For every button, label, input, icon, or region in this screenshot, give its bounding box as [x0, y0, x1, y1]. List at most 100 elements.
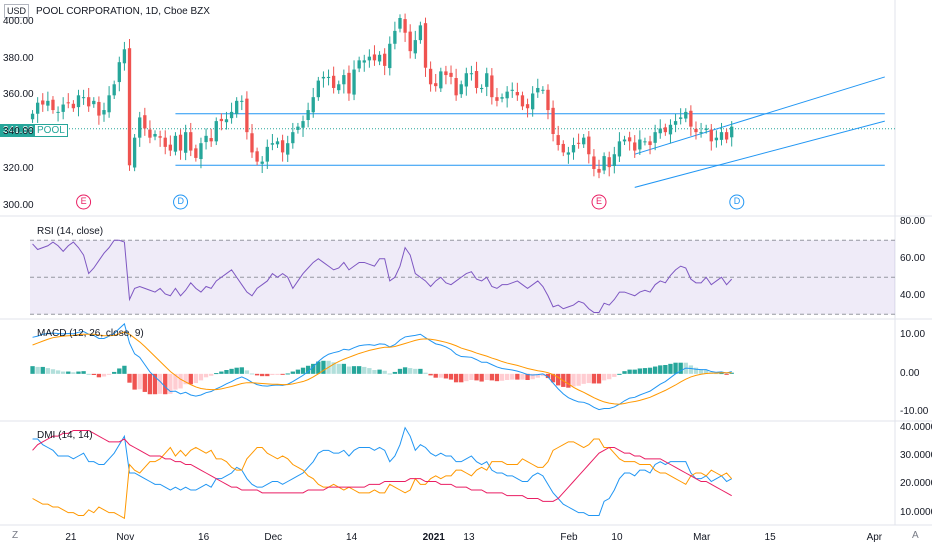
candle-body	[347, 72, 351, 94]
macd-histogram-bar	[208, 373, 214, 376]
candle-body	[576, 142, 581, 144]
macd-histogram-bar	[530, 373, 535, 380]
macd-histogram-bar	[637, 368, 643, 374]
macd-histogram-bar	[428, 373, 433, 376]
candle-body	[46, 100, 50, 106]
candle-body	[66, 102, 70, 104]
macd-histogram-bar	[178, 373, 183, 389]
macd-histogram-bar	[341, 363, 347, 374]
candle-body	[296, 126, 300, 130]
dmi-line	[32, 438, 733, 520]
candle-body	[76, 95, 81, 108]
macd-histogram-bar	[448, 373, 454, 380]
macd-histogram-bar	[499, 373, 505, 381]
event-marker-label: E	[80, 196, 87, 206]
macd-histogram-bar	[183, 373, 188, 385]
candle-body	[127, 48, 132, 166]
candle-body	[92, 100, 96, 105]
macd-histogram-bar	[260, 373, 265, 377]
candle-body	[490, 75, 494, 98]
macd-histogram-bar	[280, 373, 285, 375]
macd-histogram-bar	[693, 367, 699, 374]
macd-histogram-bar	[229, 368, 234, 374]
macd-histogram-bar	[219, 371, 224, 374]
macd-histogram-bar	[663, 365, 668, 374]
macd-line	[32, 331, 732, 405]
candle-body	[694, 128, 698, 133]
macd-histogram-bar	[433, 373, 438, 378]
macd-histogram-bar	[474, 373, 479, 381]
candle-body	[709, 129, 713, 142]
event-marker	[76, 194, 92, 210]
candle-body	[102, 110, 106, 115]
candle-body	[515, 92, 520, 96]
candle-body	[622, 139, 627, 142]
macd-histogram-bar	[392, 371, 398, 374]
candle-body	[301, 121, 305, 128]
candle-body	[474, 71, 479, 88]
macd-histogram-bar	[132, 373, 137, 390]
trendline	[634, 76, 885, 155]
rsi-tick-label: 60.00	[900, 252, 926, 264]
candle-body	[214, 121, 218, 142]
macd-histogram-bar	[290, 371, 295, 374]
macd-histogram-bar	[351, 366, 357, 374]
candle-body	[449, 72, 453, 77]
macd-histogram-bar	[622, 371, 627, 374]
macd-histogram-bar	[142, 373, 147, 392]
macd-histogram-bar	[698, 369, 704, 374]
candle-body	[87, 97, 91, 107]
candle-body	[245, 98, 249, 133]
macd-histogram-bar	[372, 370, 377, 374]
macd-histogram-bar	[168, 373, 173, 394]
candle-body	[61, 104, 65, 112]
macd-tick-label: 10.00	[900, 329, 926, 341]
candle-body	[306, 110, 310, 120]
macd-histogram-bar	[453, 373, 459, 383]
candle-body	[469, 73, 474, 75]
candle-body	[719, 132, 724, 140]
macd-histogram-bar	[571, 373, 576, 387]
candle-body	[653, 132, 657, 143]
candle-body	[444, 71, 448, 76]
macd-histogram-bar	[198, 373, 204, 381]
last-price-tag: 341.86	[0, 124, 37, 137]
candle-body	[235, 100, 239, 115]
candle-body	[35, 102, 40, 114]
autoscale-corner-right[interactable]: A	[912, 530, 919, 541]
timezone-corner-left[interactable]: Z	[12, 530, 19, 541]
candle-body	[377, 54, 382, 62]
candle-body	[107, 95, 111, 113]
candle-body	[30, 113, 35, 120]
time-axis-label: 14	[346, 532, 358, 543]
macd-histogram-bar	[265, 373, 270, 377]
candle-body	[536, 87, 540, 93]
price-tick-label: 400.00	[3, 15, 34, 27]
time-axis-label: 16	[198, 532, 210, 543]
candle-body	[592, 156, 596, 169]
candle-body	[372, 54, 377, 61]
macd-histogram-bar	[300, 367, 306, 374]
candle-body	[423, 23, 428, 68]
candle-body	[189, 132, 193, 151]
macd-histogram-bar	[30, 366, 35, 374]
candle-body	[173, 135, 178, 152]
candle-body	[403, 19, 407, 33]
macd-histogram-bar	[397, 368, 403, 374]
candle-body	[204, 135, 208, 143]
candle-body	[428, 68, 433, 85]
candle-body	[689, 110, 693, 127]
macd-histogram-bar	[413, 368, 418, 374]
candle-body	[561, 143, 565, 153]
dmi-tick-label: 10.0000	[900, 506, 932, 518]
macd-histogram-bar	[484, 373, 489, 380]
macd-histogram-bar	[724, 373, 729, 375]
macd-histogram-bar	[673, 362, 678, 374]
macd-histogram-bar	[459, 373, 464, 383]
macd-histogram-bar	[479, 373, 484, 382]
macd-histogram-bar	[607, 373, 612, 380]
candle-body	[587, 136, 591, 155]
candle-body	[582, 137, 586, 145]
candle-body	[357, 60, 361, 69]
